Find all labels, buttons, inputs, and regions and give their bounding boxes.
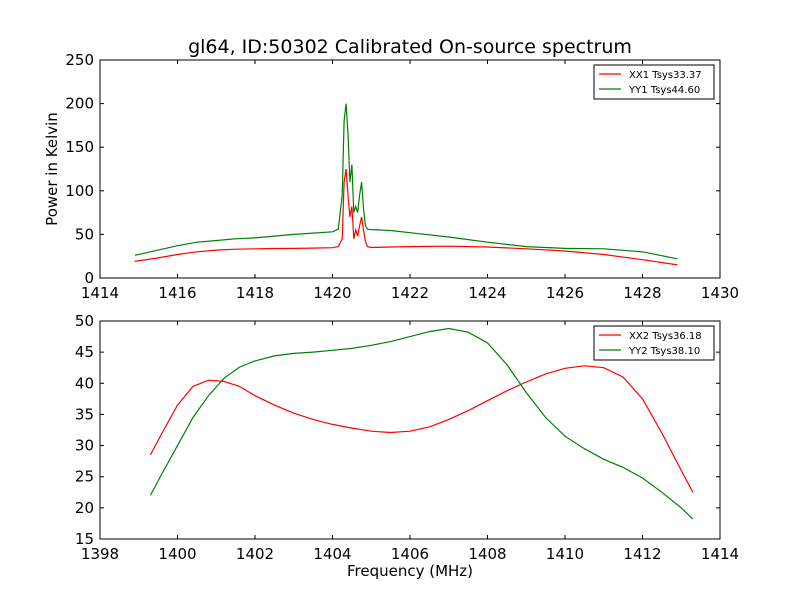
x-tick-label: 1406 — [391, 545, 429, 563]
chart-title: gl64, ID:50302 Calibrated On-source spec… — [188, 36, 632, 58]
y-tick-label: 30 — [75, 437, 94, 455]
series-line-xx1-tsys33-37 — [134, 168, 678, 266]
legend-label: YY1 Tsys44.60 — [628, 85, 700, 96]
legend-label: XX2 Tsys36.18 — [629, 331, 702, 342]
series-line-yy2-tsys38-10 — [149, 327, 694, 520]
x-tick-label: 1424 — [468, 284, 506, 302]
x-tick-label: 1420 — [313, 284, 351, 302]
series-line-yy1-tsys44-60 — [134, 103, 678, 260]
x-tick-label: 1410 — [546, 545, 584, 563]
legend: XX1 Tsys33.37 YY1 Tsys44.60 — [593, 64, 715, 100]
y-tick-label: 200 — [65, 95, 94, 113]
y-tick-label: 50 — [75, 225, 94, 243]
x-tick-label: 1414 — [81, 284, 119, 302]
legend-box — [593, 325, 715, 361]
y-tick-label: 35 — [75, 405, 94, 423]
x-tick-label: 1400 — [158, 545, 196, 563]
x-tick-label: 1408 — [468, 545, 506, 563]
x-tick-label: 1428 — [623, 284, 661, 302]
y-tick-label: 150 — [65, 138, 94, 156]
y-tick-label: 15 — [75, 530, 94, 548]
x-axis-label: Frequency (MHz) — [347, 562, 473, 580]
y-tick-label: 50 — [75, 312, 94, 330]
top-panel: 1414 1416 1418 1420 1422 1424 1426 1428 1430 0 50 1… — [43, 51, 739, 302]
legend-label: YY2 Tsys38.10 — [628, 346, 700, 357]
x-tick-label: 1402 — [236, 545, 274, 563]
x-tick-label: 1422 — [391, 284, 429, 302]
y-tick-label: 250 — [65, 51, 94, 69]
legend-label: XX1 Tsys33.37 — [629, 70, 702, 81]
x-tick-label: 1416 — [158, 284, 196, 302]
y-tick-label: 45 — [75, 343, 94, 361]
legend-box — [593, 64, 715, 100]
x-tick-label: 1414 — [701, 545, 739, 563]
x-tick-label: 1430 — [701, 284, 739, 302]
y-tick-label: 0 — [84, 269, 94, 287]
bottom-panel: 1398 1400 1402 1404 1406 1408 1410 1412 1414 15 20… — [75, 312, 739, 580]
y-axis-label: Power in Kelvin — [43, 112, 61, 226]
series-line-xx2-tsys36-18 — [149, 365, 694, 493]
x-tick-label: 1418 — [236, 284, 274, 302]
y-tick-label: 100 — [65, 182, 94, 200]
y-tick-label: 25 — [75, 468, 94, 486]
x-tick-label: 1426 — [546, 284, 584, 302]
legend: XX2 Tsys36.18 YY2 Tsys38.10 — [593, 325, 715, 361]
x-tick-label: 1412 — [623, 545, 661, 563]
x-tick-label: 1398 — [81, 545, 119, 563]
y-tick-label: 40 — [75, 374, 94, 392]
y-tick-label: 20 — [75, 499, 94, 517]
x-tick-label: 1404 — [313, 545, 351, 563]
